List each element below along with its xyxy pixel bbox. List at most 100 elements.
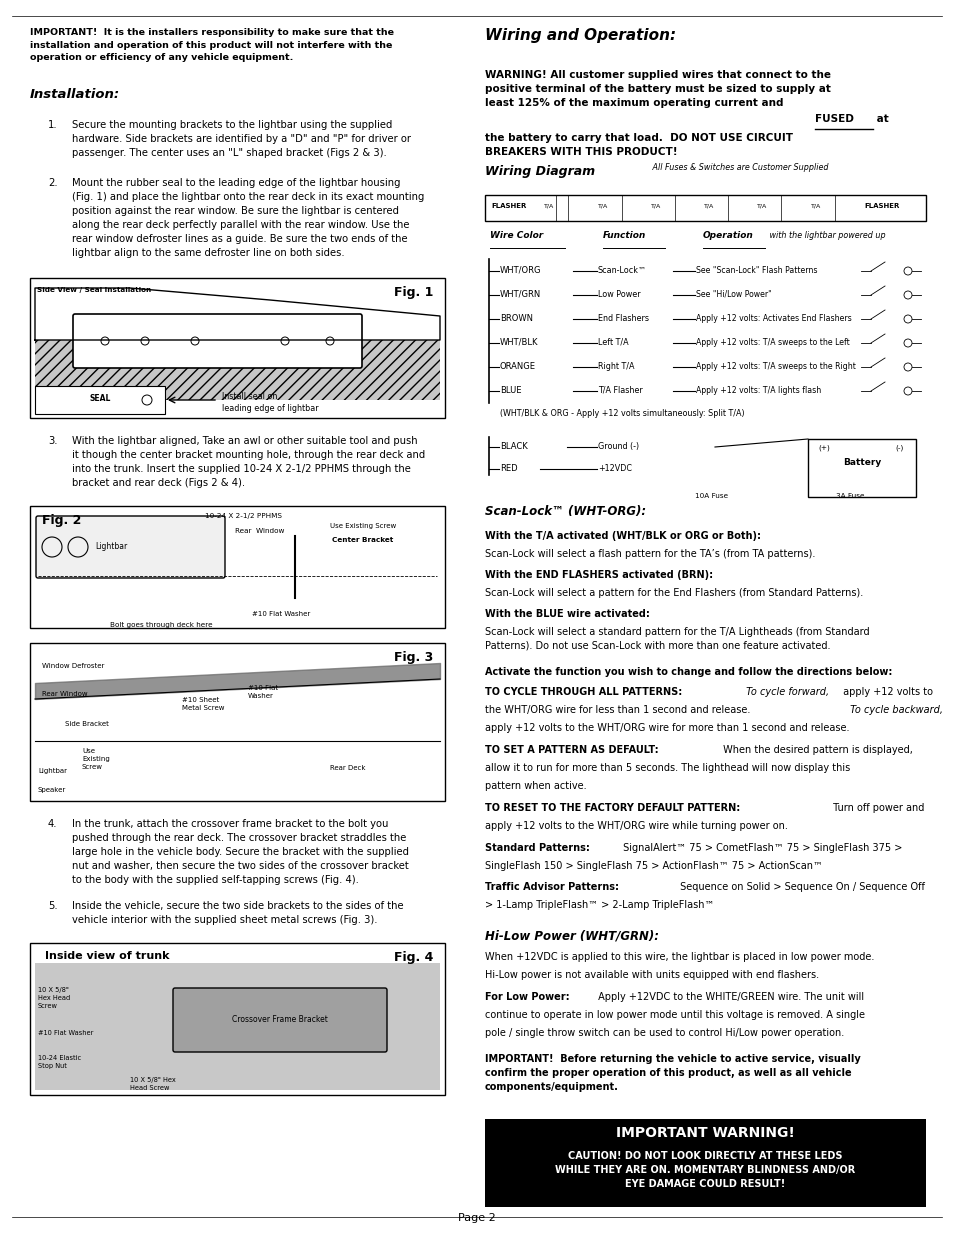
- Text: Side View / Seal Installation: Side View / Seal Installation: [37, 287, 152, 293]
- Text: Function: Function: [602, 231, 645, 240]
- Text: Traffic Advisor Patterns:: Traffic Advisor Patterns:: [484, 882, 618, 892]
- FancyBboxPatch shape: [484, 195, 925, 221]
- Text: T/A Flasher: T/A Flasher: [598, 387, 642, 395]
- Text: (WHT/BLK & ORG - Apply +12 volts simultaneously: Split T/A): (WHT/BLK & ORG - Apply +12 volts simulta…: [499, 409, 744, 417]
- Text: 1.: 1.: [48, 120, 57, 130]
- Text: Right T/A: Right T/A: [598, 362, 634, 370]
- Text: Secure the mounting brackets to the lightbar using the supplied
hardware. Side b: Secure the mounting brackets to the ligh…: [71, 120, 411, 158]
- Text: WHT/BLK: WHT/BLK: [499, 338, 537, 347]
- Text: See "Hi/Low Power": See "Hi/Low Power": [696, 290, 771, 299]
- Text: Rear Deck: Rear Deck: [330, 764, 365, 771]
- FancyBboxPatch shape: [172, 988, 387, 1052]
- Text: apply +12 volts to the WHT/ORG wire while turning power on.: apply +12 volts to the WHT/ORG wire whil…: [484, 821, 787, 831]
- Text: With the BLUE wire activated:: With the BLUE wire activated:: [484, 609, 649, 619]
- Text: WHT/GRN: WHT/GRN: [499, 290, 540, 299]
- Text: FLASHER: FLASHER: [491, 203, 526, 209]
- Text: #10 Flat Washer: #10 Flat Washer: [38, 1030, 93, 1036]
- Text: FUSED: FUSED: [814, 114, 853, 124]
- Text: 4.: 4.: [48, 819, 57, 829]
- Text: Wiring and Operation:: Wiring and Operation:: [484, 28, 676, 43]
- Text: continue to operate in low power mode until this voltage is removed. A single: continue to operate in low power mode un…: [484, 1010, 864, 1020]
- Text: IMPORTANT!  Before returning the vehicle to active service, visually
confirm the: IMPORTANT! Before returning the vehicle …: [484, 1053, 860, 1092]
- Text: > 1-Lamp TripleFlash™ > 2-Lamp TripleFlash™: > 1-Lamp TripleFlash™ > 2-Lamp TripleFla…: [484, 900, 714, 910]
- Text: 10-24 X 2-1/2 PPHMS: 10-24 X 2-1/2 PPHMS: [205, 513, 282, 519]
- Text: 10-24 Elastic
Stop Nut: 10-24 Elastic Stop Nut: [38, 1055, 81, 1070]
- Text: Center Bracket: Center Bracket: [332, 537, 393, 543]
- Text: When +12VDC is applied to this wire, the lightbar is placed in low power mode.: When +12VDC is applied to this wire, the…: [484, 952, 874, 962]
- Text: allow it to run for more than 5 seconds. The lighthead will now display this: allow it to run for more than 5 seconds.…: [484, 763, 849, 773]
- Text: apply +12 volts to the WHT/ORG wire for more than 1 second and release.: apply +12 volts to the WHT/ORG wire for …: [484, 722, 848, 734]
- FancyBboxPatch shape: [36, 516, 225, 578]
- Text: at: at: [872, 114, 888, 124]
- Text: pole / single throw switch can be used to control Hi/Low power operation.: pole / single throw switch can be used t…: [484, 1028, 843, 1037]
- FancyBboxPatch shape: [484, 1119, 925, 1207]
- Text: Speaker: Speaker: [38, 787, 66, 793]
- Bar: [35, 340, 439, 400]
- Text: T/A: T/A: [757, 204, 767, 209]
- Text: 10 X 5/8" Hex
Head Screw: 10 X 5/8" Hex Head Screw: [130, 1077, 175, 1091]
- FancyBboxPatch shape: [30, 643, 444, 802]
- Text: T/A: T/A: [703, 204, 714, 209]
- Text: To cycle forward,: To cycle forward,: [742, 687, 828, 697]
- Text: Ground (-): Ground (-): [598, 442, 639, 451]
- Text: BLUE: BLUE: [499, 387, 521, 395]
- Text: Apply +12 volts: T/A sweeps to the Left: Apply +12 volts: T/A sweeps to the Left: [696, 338, 849, 347]
- Text: Installation:: Installation:: [30, 88, 120, 101]
- Text: TO RESET TO THE FACTORY DEFAULT PATTERN:: TO RESET TO THE FACTORY DEFAULT PATTERN:: [484, 803, 740, 813]
- Text: Activate the function you wish to change and follow the directions below:: Activate the function you wish to change…: [484, 667, 891, 677]
- Text: Apply +12VDC to the WHITE/GREEN wire. The unit will: Apply +12VDC to the WHITE/GREEN wire. Th…: [595, 992, 863, 1002]
- Text: TO CYCLE THROUGH ALL PATTERNS:: TO CYCLE THROUGH ALL PATTERNS:: [484, 687, 681, 697]
- Text: 10 X 5/8"
Hex Head
Screw: 10 X 5/8" Hex Head Screw: [38, 987, 71, 1009]
- Text: To cycle backward,: To cycle backward,: [846, 705, 942, 715]
- Text: +12VDC: +12VDC: [598, 464, 631, 473]
- Text: Hi-Low power is not available with units equipped with end flashers.: Hi-Low power is not available with units…: [484, 969, 819, 981]
- Text: With the END FLASHERS activated (BRN):: With the END FLASHERS activated (BRN):: [484, 571, 713, 580]
- Text: Inside view of trunk: Inside view of trunk: [45, 951, 170, 961]
- Text: Scan-Lock will select a standard pattern for the T/A Lightheads (from Standard
P: Scan-Lock will select a standard pattern…: [484, 627, 869, 651]
- Text: Apply +12 volts: T/A lights flash: Apply +12 volts: T/A lights flash: [696, 387, 821, 395]
- Text: ORANGE: ORANGE: [499, 362, 536, 370]
- Text: Left T/A: Left T/A: [598, 338, 628, 347]
- Text: (+): (+): [818, 445, 829, 452]
- Text: T/A: T/A: [650, 204, 660, 209]
- Text: Fig. 1: Fig. 1: [394, 287, 433, 299]
- Text: FLASHER: FLASHER: [863, 203, 899, 209]
- Text: All Fuses & Switches are Customer Supplied: All Fuses & Switches are Customer Suppli…: [649, 163, 827, 172]
- Text: Rear  Window: Rear Window: [234, 529, 284, 534]
- Text: the WHT/ORG wire for less than 1 second and release.: the WHT/ORG wire for less than 1 second …: [484, 705, 750, 715]
- Text: Bolt goes through deck here: Bolt goes through deck here: [110, 622, 213, 629]
- Text: Sequence on Solid > Sequence On / Sequence Off: Sequence on Solid > Sequence On / Sequen…: [677, 882, 923, 892]
- Text: #10 Flat Washer: #10 Flat Washer: [252, 611, 310, 618]
- FancyBboxPatch shape: [30, 944, 444, 1095]
- Text: WARNING! All customer supplied wires that connect to the
positive terminal of th: WARNING! All customer supplied wires tha…: [484, 70, 830, 107]
- Text: End Flashers: End Flashers: [598, 314, 648, 324]
- Text: Scan-Lock will select a pattern for the End Flashers (from Standard Patterns).: Scan-Lock will select a pattern for the …: [484, 588, 862, 598]
- Text: Scan-Lock™: Scan-Lock™: [598, 266, 646, 275]
- Text: Apply +12 volts: Activates End Flashers: Apply +12 volts: Activates End Flashers: [696, 314, 851, 324]
- Text: 10A Fuse: 10A Fuse: [695, 493, 727, 499]
- Text: Hi-Low Power (WHT/GRN):: Hi-Low Power (WHT/GRN):: [484, 930, 659, 944]
- Text: Rear Window: Rear Window: [42, 692, 88, 697]
- Text: Battery: Battery: [842, 458, 881, 468]
- Text: Lightbar: Lightbar: [95, 542, 127, 552]
- FancyBboxPatch shape: [35, 963, 439, 1091]
- Text: T/A: T/A: [810, 204, 821, 209]
- Text: In the trunk, attach the crossover frame bracket to the bolt you
pushed through : In the trunk, attach the crossover frame…: [71, 819, 409, 885]
- Text: RED: RED: [499, 464, 517, 473]
- Text: Side Bracket: Side Bracket: [65, 721, 109, 727]
- Text: Window Defroster: Window Defroster: [42, 663, 104, 669]
- Text: (-): (-): [895, 445, 903, 452]
- FancyBboxPatch shape: [73, 314, 361, 368]
- Text: See "Scan-Lock" Flash Patterns: See "Scan-Lock" Flash Patterns: [696, 266, 817, 275]
- Text: Use
Existing
Screw: Use Existing Screw: [82, 748, 110, 769]
- Text: Fig. 3: Fig. 3: [394, 651, 433, 664]
- Text: With the lightbar aligned, Take an awl or other suitable tool and push
it though: With the lightbar aligned, Take an awl o…: [71, 436, 425, 488]
- Text: BROWN: BROWN: [499, 314, 533, 324]
- Text: Scan-Lock™ (WHT-ORG):: Scan-Lock™ (WHT-ORG):: [484, 505, 645, 517]
- Text: SingleFlash 150 > SingleFlash 75 > ActionFlash™ 75 > ActionScan™: SingleFlash 150 > SingleFlash 75 > Actio…: [484, 861, 821, 871]
- Text: T/A: T/A: [544, 204, 554, 209]
- Text: TO SET A PATTERN AS DEFAULT:: TO SET A PATTERN AS DEFAULT:: [484, 745, 658, 755]
- Text: Fig. 2: Fig. 2: [42, 514, 81, 527]
- Text: SignalAlert™ 75 > CometFlash™ 75 > SingleFlash 375 >: SignalAlert™ 75 > CometFlash™ 75 > Singl…: [619, 844, 902, 853]
- FancyBboxPatch shape: [807, 438, 915, 496]
